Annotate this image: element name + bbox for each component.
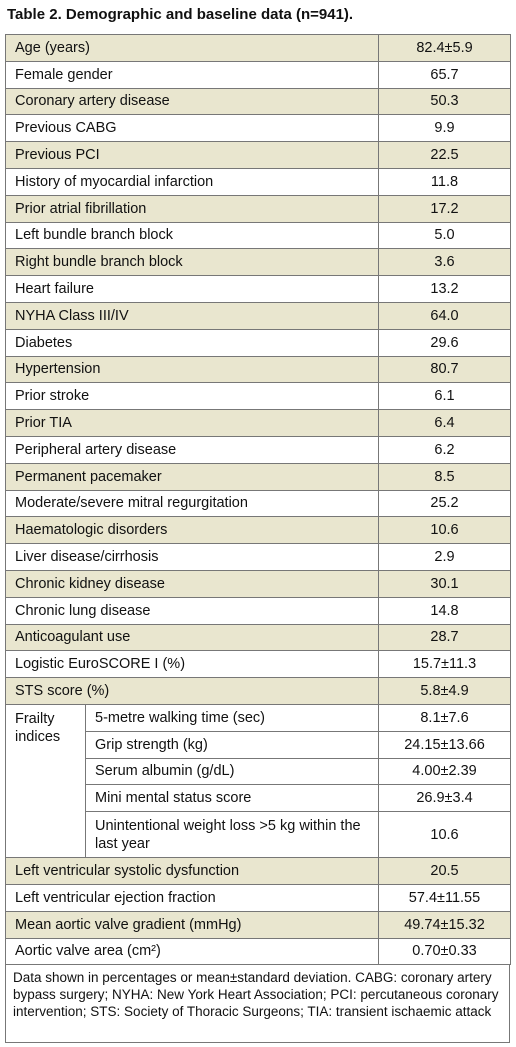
row-value: 6.4 bbox=[378, 409, 511, 437]
row-label: Age (years) bbox=[5, 34, 379, 62]
row-value: 0.70±0.33 bbox=[378, 937, 511, 966]
row-label: Aortic valve area (cm²) bbox=[5, 937, 379, 966]
row-value: 5.0 bbox=[378, 221, 511, 250]
row-label: Chronic lung disease bbox=[5, 596, 379, 625]
row-label: Logistic EuroSCORE I (%) bbox=[5, 650, 379, 679]
row-value: 50.3 bbox=[378, 87, 511, 116]
row-value: 6.1 bbox=[378, 382, 511, 411]
row-value: 25.2 bbox=[378, 489, 511, 518]
row-label: History of myocardial infarction bbox=[5, 168, 379, 196]
row-label: Prior TIA bbox=[5, 409, 379, 437]
row-value: 14.8 bbox=[378, 596, 511, 625]
row-label: Previous CABG bbox=[5, 114, 379, 143]
row-label: Right bundle branch block bbox=[5, 248, 379, 277]
row-label: Peripheral artery disease bbox=[5, 436, 379, 464]
row-label: Prior atrial fibrillation bbox=[5, 194, 379, 223]
sub-value: 4.00±2.39 bbox=[378, 757, 511, 786]
sub-label: 5-metre walking time (sec) bbox=[85, 704, 379, 732]
row-value: 2.9 bbox=[378, 543, 511, 571]
sub-label: Serum albumin (g/dL) bbox=[85, 757, 379, 786]
row-label: Liver disease/cirrhosis bbox=[5, 543, 379, 571]
row-value: 6.2 bbox=[378, 436, 511, 464]
row-value: 20.5 bbox=[378, 857, 511, 885]
row-value: 80.7 bbox=[378, 355, 511, 384]
row-value: 22.5 bbox=[378, 141, 511, 169]
sub-value: 26.9±3.4 bbox=[378, 784, 511, 813]
row-value: 9.9 bbox=[378, 114, 511, 143]
row-label: Coronary artery disease bbox=[5, 87, 379, 116]
row-label: Permanent pacemaker bbox=[5, 462, 379, 491]
row-value: 3.6 bbox=[378, 248, 511, 277]
row-value: 49.74±15.32 bbox=[378, 910, 511, 939]
row-label: Haematologic disorders bbox=[5, 516, 379, 545]
row-label: Female gender bbox=[5, 60, 379, 89]
row-label: Heart failure bbox=[5, 275, 379, 303]
sub-value: 8.1±7.6 bbox=[378, 704, 511, 732]
row-value: 10.6 bbox=[378, 516, 511, 545]
row-label: Left bundle branch block bbox=[5, 221, 379, 250]
row-label: Moderate/severe mitral regurgitation bbox=[5, 489, 379, 518]
row-value: 13.2 bbox=[378, 275, 511, 303]
row-label: NYHA Class III/IV bbox=[5, 302, 379, 330]
row-value: 11.8 bbox=[378, 168, 511, 196]
row-label: Anticoagulant use bbox=[5, 623, 379, 652]
sub-value: 10.6 bbox=[378, 811, 511, 859]
sub-value: 24.15±13.66 bbox=[378, 730, 511, 759]
row-value: 5.8±4.9 bbox=[378, 677, 511, 705]
table-title: Table 2. Demographic and baseline data (… bbox=[7, 6, 354, 23]
sub-label: Mini mental status score bbox=[85, 784, 379, 813]
row-label: Hypertension bbox=[5, 355, 379, 384]
row-label: Prior stroke bbox=[5, 382, 379, 411]
sub-label: Unintentional weight loss >5 kg within t… bbox=[85, 811, 379, 859]
row-label: Chronic kidney disease bbox=[5, 570, 379, 598]
row-value: 8.5 bbox=[378, 462, 511, 491]
row-value: 15.7±11.3 bbox=[378, 650, 511, 679]
row-value: 29.6 bbox=[378, 328, 511, 357]
row-value: 28.7 bbox=[378, 623, 511, 652]
row-label: Previous PCI bbox=[5, 141, 379, 169]
row-value: 30.1 bbox=[378, 570, 511, 598]
row-label: Diabetes bbox=[5, 328, 379, 357]
footnote: Data shown in percentages or mean±standa… bbox=[5, 964, 510, 1043]
row-value: 64.0 bbox=[378, 302, 511, 330]
row-label: Mean aortic valve gradient (mmHg) bbox=[5, 910, 379, 939]
row-value: 57.4±11.55 bbox=[378, 884, 511, 912]
row-label: STS score (%) bbox=[5, 677, 379, 705]
row-value: 17.2 bbox=[378, 194, 511, 223]
row-label: Left ventricular systolic dysfunction bbox=[5, 857, 379, 885]
row-value: 82.4±5.9 bbox=[378, 34, 511, 62]
row-value: 65.7 bbox=[378, 60, 511, 89]
group-label: Frailty indices bbox=[5, 704, 86, 859]
sub-label: Grip strength (kg) bbox=[85, 730, 379, 759]
row-label: Left ventricular ejection fraction bbox=[5, 884, 379, 912]
